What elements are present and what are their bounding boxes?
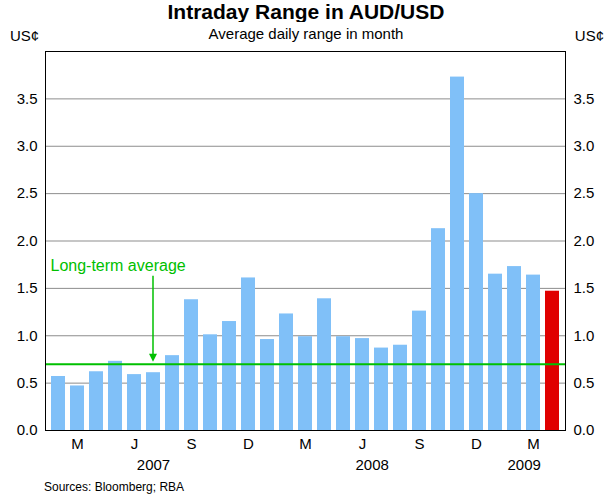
svg-text:3.5: 3.5 <box>17 90 38 107</box>
svg-text:J: J <box>131 435 139 452</box>
svg-text:S: S <box>414 435 424 452</box>
svg-text:2.0: 2.0 <box>17 232 38 249</box>
html-text:Sources: Bloomberg; RBA: Sources: Bloomberg; RBA <box>44 480 185 494</box>
svg-text:M: M <box>71 435 84 452</box>
svg-text:2007: 2007 <box>137 456 170 473</box>
svg-text:1.5: 1.5 <box>574 279 595 296</box>
svg-text:0.5: 0.5 <box>17 374 38 391</box>
html-text:Average daily range in month: Average daily range in month <box>208 25 404 42</box>
svg-text:M: M <box>527 435 540 452</box>
svg-text:1.5: 1.5 <box>17 279 38 296</box>
svg-text:0.0: 0.0 <box>574 421 595 438</box>
html-text:Intraday Range in AUD/USD: Intraday Range in AUD/USD <box>167 0 445 23</box>
svg-text:2009: 2009 <box>507 456 540 473</box>
svg-text:3.5: 3.5 <box>574 90 595 107</box>
html-text:US¢: US¢ <box>10 27 40 44</box>
svg-text:2.0: 2.0 <box>574 232 595 249</box>
svg-text:M: M <box>299 435 312 452</box>
svg-text:S: S <box>186 435 196 452</box>
svg-text:3.0: 3.0 <box>574 137 595 154</box>
svg-text:0.0: 0.0 <box>17 421 38 438</box>
svg-text:Long-term average: Long-term average <box>51 257 186 274</box>
svg-text:0.5: 0.5 <box>574 374 595 391</box>
svg-text:D: D <box>471 435 482 452</box>
svg-text:2.5: 2.5 <box>17 184 38 201</box>
svg-text:3.0: 3.0 <box>17 137 38 154</box>
svg-text:1.0: 1.0 <box>574 327 595 344</box>
svg-text:2.5: 2.5 <box>574 184 595 201</box>
svg-text:2008: 2008 <box>355 456 388 473</box>
svg-text:J: J <box>359 435 367 452</box>
html-text:US¢: US¢ <box>574 27 604 44</box>
svg-text:D: D <box>243 435 254 452</box>
svg-text:1.0: 1.0 <box>17 327 38 344</box>
